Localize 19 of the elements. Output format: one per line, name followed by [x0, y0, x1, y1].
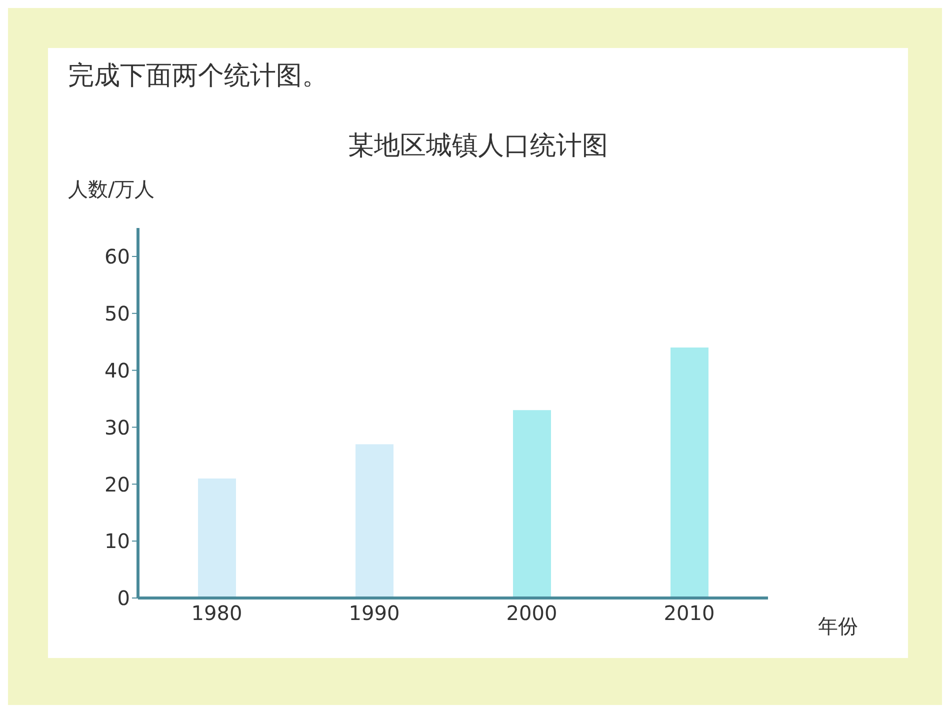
- x-tick-label: 2010: [664, 601, 715, 626]
- bar: [356, 444, 394, 598]
- y-tick-label: 10: [104, 529, 130, 554]
- text: 完成下面两个统计图。: [68, 60, 328, 93]
- x-axis-title: 年份: [818, 613, 858, 640]
- y-tick-label: 40: [104, 358, 130, 382]
- y-axis-title: 人数/万人: [68, 176, 155, 203]
- bar: [513, 410, 551, 598]
- y-tick-label: 50: [104, 301, 130, 326]
- y-tick-label: 20: [104, 472, 130, 496]
- bar: [198, 478, 236, 598]
- bar: [670, 348, 708, 598]
- chart-title: 某地区城镇人口统计图: [347, 130, 609, 163]
- y-tick-label: 0: [117, 586, 130, 610]
- y-tick-label: 60: [104, 244, 130, 269]
- x-tick-label: 1980: [191, 601, 242, 626]
- x-tick-label: 2000: [506, 601, 558, 626]
- y-tick-label: 30: [104, 415, 130, 440]
- x-tick-label: 1990: [348, 601, 400, 626]
